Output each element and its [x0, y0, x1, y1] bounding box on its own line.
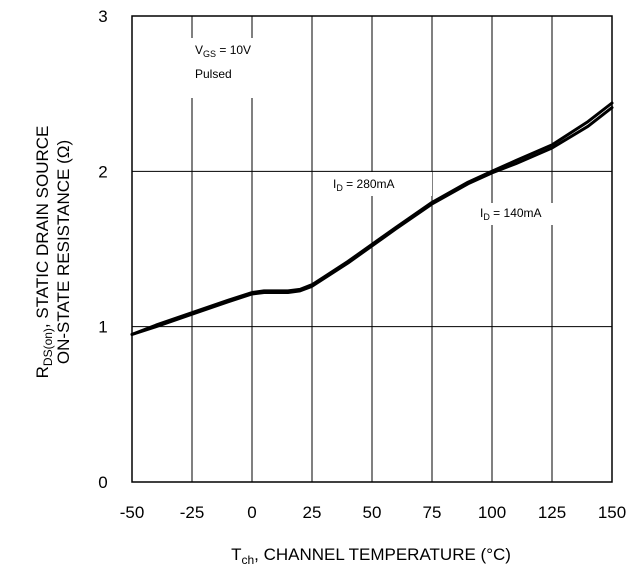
x-tick-label-75: 75	[423, 503, 442, 522]
y-tick-label-0: 0	[98, 473, 107, 492]
x-tick-label-50: 50	[363, 503, 382, 522]
tick-layer: -50 -25 0 25 50 75 100 125 150 0 1 2 3	[98, 7, 626, 522]
y-axis-label: RDS(on), STATIC DRAIN SOURCE ON-STATE RE…	[33, 126, 73, 379]
y-axis-label-line2: ON-STATE RESISTANCE (Ω)	[54, 140, 73, 364]
grid-layer	[132, 16, 612, 482]
x-tick-label-0: 0	[247, 503, 256, 522]
annotation-backdrop-0	[190, 38, 292, 98]
x-tick-label-m50: -50	[120, 503, 145, 522]
y-tick-label-3: 3	[98, 7, 107, 26]
series-line-1	[130, 106, 614, 336]
plot-frame	[131, 15, 613, 483]
y-axis-label-line1: RDS(on), STATIC DRAIN SOURCE	[33, 126, 55, 379]
annotation-id-280ma: ID = 280mA	[333, 177, 395, 193]
x-tick-label-25: 25	[303, 503, 322, 522]
x-tick-label-125: 125	[538, 503, 566, 522]
x-tick-label-100: 100	[478, 503, 506, 522]
x-tick-label-m25: -25	[180, 503, 205, 522]
annotation-backdrop-2	[476, 203, 566, 225]
annotation-vgs: VGS = 10V	[195, 43, 251, 59]
x-tick-label-150: 150	[598, 503, 626, 522]
y-tick-label-1: 1	[98, 318, 107, 337]
curve-layer	[130, 101, 614, 336]
annotation-backdrop-1	[328, 172, 432, 196]
y-tick-label-2: 2	[98, 162, 107, 181]
annotation-id-140ma: ID = 140mA	[480, 206, 542, 222]
annotation-pulsed: Pulsed	[195, 67, 232, 81]
x-axis-label: Tch, CHANNEL TEMPERATURE (°C)	[231, 545, 511, 567]
